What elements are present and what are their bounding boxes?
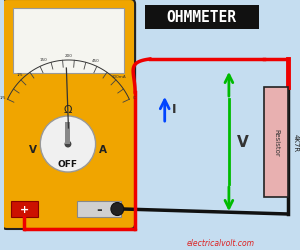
Circle shape — [40, 116, 96, 172]
Bar — [77, 201, 121, 217]
Text: V: V — [237, 134, 249, 150]
Text: C: C — [132, 96, 135, 100]
Bar — [145, 6, 259, 30]
Bar — [265, 88, 288, 197]
Text: 450: 450 — [92, 59, 99, 63]
Bar — [13, 9, 124, 74]
Text: Ω: Ω — [64, 104, 72, 115]
Text: OHMMETER: OHMMETER — [167, 10, 237, 26]
Circle shape — [111, 203, 124, 216]
Circle shape — [64, 141, 71, 148]
Text: A: A — [98, 144, 106, 154]
Text: Resistor: Resistor — [273, 128, 279, 156]
Text: electricalvolt.com: electricalvolt.com — [187, 238, 255, 248]
Text: 1/5: 1/5 — [17, 72, 23, 76]
Text: 100mA: 100mA — [112, 75, 127, 79]
Text: 4K7R: 4K7R — [293, 134, 299, 152]
Text: I: I — [172, 103, 176, 116]
Text: 1/5: 1/5 — [0, 96, 6, 100]
Text: 200: 200 — [64, 54, 72, 58]
FancyBboxPatch shape — [2, 0, 135, 229]
Bar — [65, 122, 70, 144]
Bar — [11, 201, 38, 217]
Text: +: + — [20, 204, 29, 214]
Text: -: - — [96, 202, 102, 216]
Text: V: V — [29, 144, 38, 154]
Text: 150: 150 — [40, 58, 48, 62]
Text: OFF: OFF — [58, 160, 78, 169]
